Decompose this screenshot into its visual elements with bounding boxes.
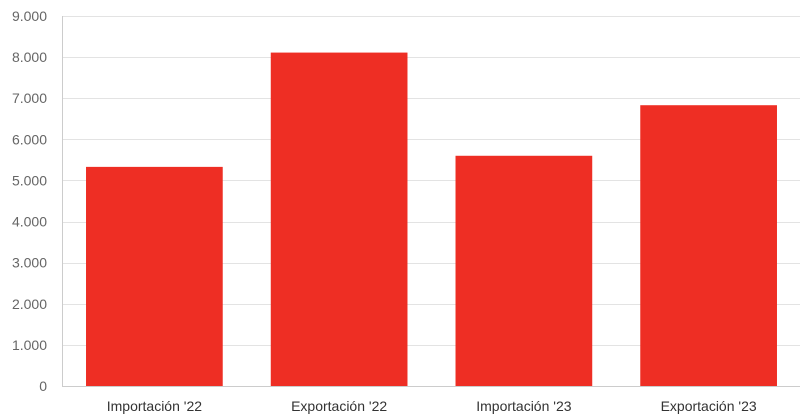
x-category-label: Exportación '23 [661,398,757,414]
y-tick-label: 2.000 [12,296,47,312]
x-category-label: Importación '23 [476,398,571,414]
bar [86,166,223,386]
y-tick-label: 5.000 [12,172,47,188]
y-tick-label: 9.000 [12,8,47,24]
y-tick-label: 7.000 [12,90,47,106]
y-tick-label: 0 [39,378,47,394]
bars [86,52,777,386]
y-tick-label: 1.000 [12,337,47,353]
y-tick-label: 4.000 [12,214,47,230]
axes [62,16,800,387]
y-tick-label: 3.000 [12,255,47,271]
y-tick-labels: 0 1.000 2.000 3.000 4.000 5.000 6.000 7.000 8.00… [12,8,47,394]
y-tick-label: 6.000 [12,131,47,147]
x-category-label: Exportación '22 [291,398,387,414]
x-category-label: Importación '22 [107,398,202,414]
y-tick-label: 8.000 [12,49,47,65]
bar [270,52,408,386]
bar [640,105,777,386]
x-category-labels: Importación '22 Exportación '22 Importació… [107,398,757,414]
bar [455,155,593,386]
